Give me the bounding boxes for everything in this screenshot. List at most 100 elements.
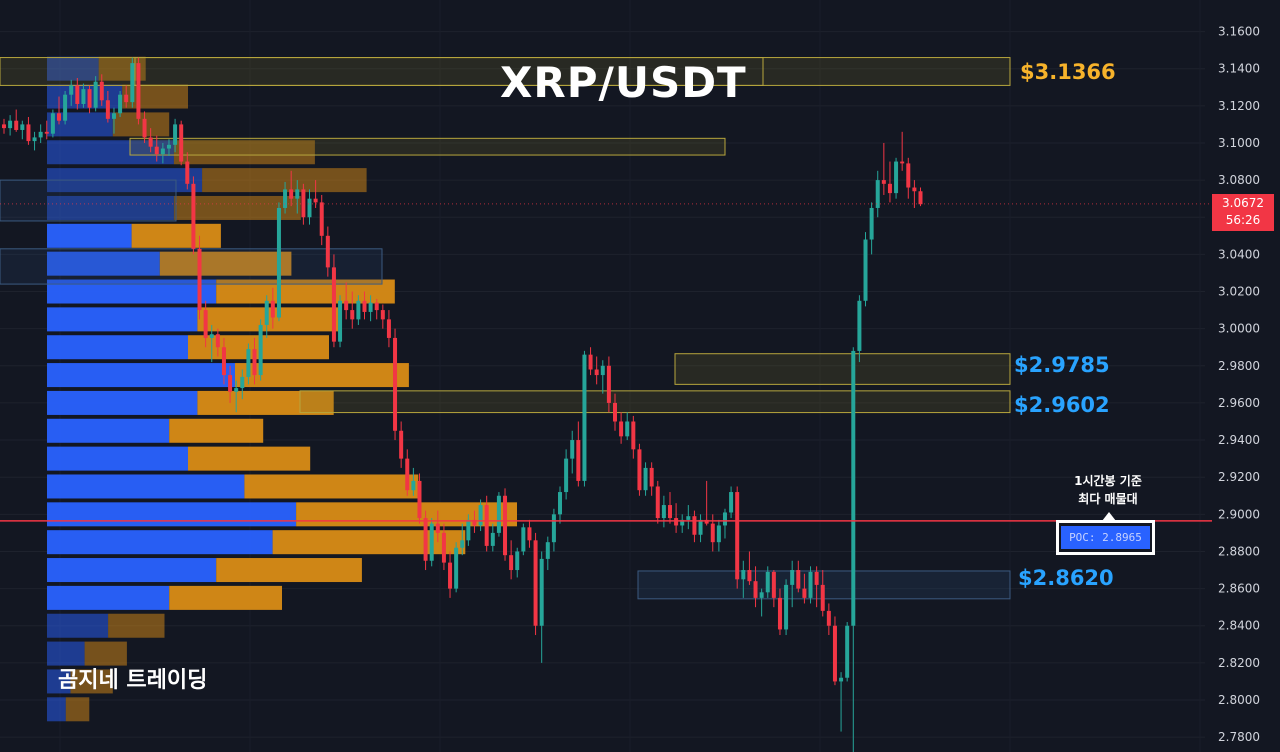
volume-bar-buy xyxy=(47,112,113,137)
candle-body xyxy=(240,376,245,389)
candle-body xyxy=(484,505,489,546)
candle-body xyxy=(331,267,336,342)
volume-bar-sell xyxy=(131,223,221,248)
volume-bar-sell xyxy=(202,168,367,193)
candle-body xyxy=(56,113,61,121)
candle-body xyxy=(124,94,129,103)
candle-body xyxy=(521,527,526,552)
candle-body xyxy=(747,570,752,582)
y-tick-label: 2.9600 xyxy=(1218,396,1260,410)
volume-bar-buy xyxy=(47,279,217,304)
poc-annotation: 1시간봉 기준 최다 매물대 xyxy=(1058,472,1158,508)
candle-body xyxy=(454,547,459,589)
volume-bar-sell xyxy=(65,697,90,722)
candle-body xyxy=(496,495,501,533)
volume-bar-sell xyxy=(159,251,292,276)
candle-body xyxy=(203,310,208,338)
candle-body xyxy=(545,542,550,559)
y-tick-label: 3.1600 xyxy=(1218,25,1260,39)
poc-label-box[interactable]: POC: 2.8965 xyxy=(1056,520,1155,555)
candle-body xyxy=(441,532,446,563)
zone-label-2-8620: $2.8620 xyxy=(1018,566,1114,590)
volume-bar-buy xyxy=(47,56,99,81)
zone-label-3-1366: $3.1366 xyxy=(1020,60,1116,84)
candle-body xyxy=(551,514,556,543)
candle-body xyxy=(631,421,636,450)
candle-body xyxy=(99,81,104,101)
candle-body xyxy=(594,369,599,376)
candle-body xyxy=(765,571,770,593)
candle-body xyxy=(680,519,685,526)
watermark-text: 곰지네 트레이딩 xyxy=(58,668,208,693)
candle-body xyxy=(179,124,184,162)
volume-bar-buy xyxy=(47,613,109,638)
candle-body xyxy=(215,334,220,348)
volume-bar-sell xyxy=(173,140,315,165)
volume-bar-sell xyxy=(188,446,311,471)
candle-body xyxy=(558,492,563,515)
candle-body xyxy=(142,118,147,138)
candle-body xyxy=(698,519,703,535)
candle-body xyxy=(887,183,892,194)
volume-bar-buy xyxy=(47,223,132,248)
candle-body xyxy=(63,94,68,121)
poc-note-line1: 1시간봉 기준 xyxy=(1074,474,1142,488)
candle-body xyxy=(460,540,465,548)
current-price-value: 3.0672 xyxy=(1222,196,1264,210)
volume-bar-buy xyxy=(47,195,174,220)
candle-body xyxy=(753,581,758,598)
candle-body xyxy=(564,458,569,493)
candle-body xyxy=(814,571,819,585)
candle-body xyxy=(851,350,856,626)
candle-body xyxy=(735,492,740,580)
candle-body xyxy=(722,512,727,526)
candle-body xyxy=(900,161,905,164)
volume-bar-buy xyxy=(47,641,85,666)
candle-body xyxy=(637,449,642,491)
y-tick-label: 2.7800 xyxy=(1218,730,1260,744)
candle-body xyxy=(869,207,874,240)
volume-bar-sell xyxy=(112,112,170,137)
candle-body xyxy=(832,625,837,682)
volume-bar-buy xyxy=(47,418,170,443)
candle-body xyxy=(918,191,923,205)
candle-body xyxy=(130,63,135,103)
candle-body xyxy=(20,124,25,130)
volume-bar-sell xyxy=(70,669,113,694)
candle-body xyxy=(857,300,862,351)
candle-body xyxy=(759,592,764,598)
candle-body xyxy=(894,161,899,194)
candle-body xyxy=(784,584,789,630)
zone-label-2-9785: $2.9785 xyxy=(1014,353,1110,377)
candle-body xyxy=(44,131,49,134)
candle-body xyxy=(270,300,275,318)
candle-body xyxy=(118,94,123,114)
candle-body xyxy=(393,337,398,431)
candle-body xyxy=(845,625,850,678)
volume-bar-buy xyxy=(47,251,160,276)
candle-body xyxy=(881,180,886,184)
candle-body xyxy=(423,518,428,561)
candlesticks xyxy=(2,57,923,752)
volume-bar-sell xyxy=(272,530,466,555)
candle-body xyxy=(613,402,617,422)
candle-body xyxy=(289,189,294,199)
candle-body xyxy=(405,458,410,491)
candle-body xyxy=(509,555,514,571)
volume-bar-buy xyxy=(47,474,245,499)
candle-body xyxy=(826,610,831,626)
volume-bar-buy xyxy=(47,585,170,610)
candle-body xyxy=(796,570,801,589)
candle-body xyxy=(619,421,624,437)
candle-body xyxy=(692,516,697,535)
candle-body xyxy=(655,486,660,519)
volume-bar-buy xyxy=(47,558,217,583)
candle-body xyxy=(478,505,483,526)
candle-body xyxy=(276,207,281,318)
candle-body xyxy=(319,202,324,236)
candle-body xyxy=(490,532,495,546)
poc-pointer-icon xyxy=(1102,512,1116,521)
volume-bar-buy xyxy=(47,502,297,527)
candle-body xyxy=(338,300,343,342)
